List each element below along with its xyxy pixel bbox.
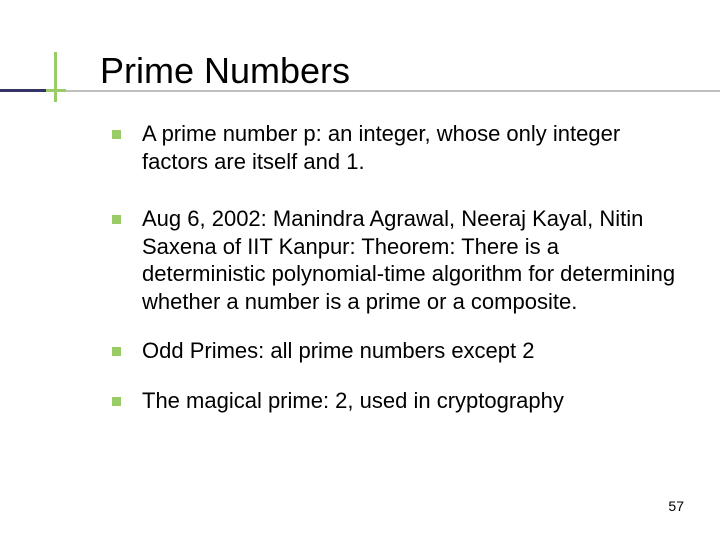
underline-grey-segment (66, 90, 720, 92)
bullet-text: A prime number p: an integer, whose only… (142, 121, 620, 174)
title-block: Prime Numbers (100, 50, 680, 92)
bullet-list: Aug 6, 2002: Manindra Agrawal, Neeraj Ka… (112, 205, 680, 414)
bullet-text: The magical prime: 2, used in cryptograp… (142, 388, 564, 413)
slide: Prime Numbers A prime number p: an integ… (0, 0, 720, 540)
bullet-item: A prime number p: an integer, whose only… (112, 120, 680, 175)
bullet-item: The magical prime: 2, used in cryptograp… (112, 387, 680, 415)
content-area: A prime number p: an integer, whose only… (100, 120, 680, 414)
bullet-list: A prime number p: an integer, whose only… (112, 120, 680, 175)
bullet-text: Aug 6, 2002: Manindra Agrawal, Neeraj Ka… (142, 206, 675, 314)
page-number: 57 (668, 498, 684, 514)
underline-dark-segment (0, 89, 46, 92)
underline-accent-segment (46, 89, 66, 92)
bullet-item: Aug 6, 2002: Manindra Agrawal, Neeraj Ka… (112, 205, 680, 315)
bullet-text: Odd Primes: all prime numbers except 2 (142, 338, 535, 363)
bullet-item: Odd Primes: all prime numbers except 2 (112, 337, 680, 365)
title-underline (0, 84, 720, 98)
